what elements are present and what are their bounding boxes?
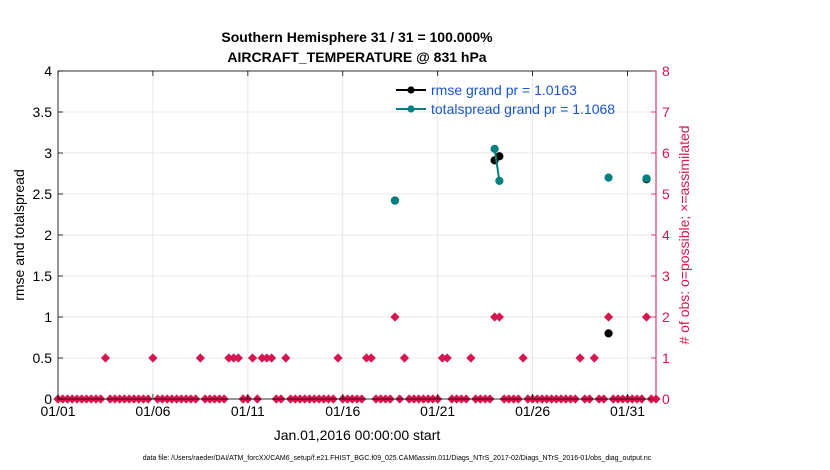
obs-count-marker (247, 353, 258, 363)
obs-count-marker (333, 353, 343, 363)
y-axis-left-label: rmse and totalspread (11, 169, 27, 301)
obs-count-marker (366, 353, 376, 363)
legend-marker (407, 86, 415, 94)
obs-count-marker (466, 353, 476, 363)
series-totalspread (390, 144, 651, 205)
chart-title-line1: Southern Hemisphere 31 / 31 = 100.000% (221, 29, 493, 45)
series-line (493, 148, 501, 182)
series-point (604, 173, 613, 182)
series-lines (390, 144, 651, 338)
x-tick-label: 01/26 (515, 403, 550, 419)
obs-count-marker (518, 353, 528, 363)
legend: rmse grand pr = 1.0163 totalspread grand … (396, 82, 615, 117)
y-left-tick-label: 0.5 (33, 350, 53, 366)
data-file-footer: data file: /Users/raeder/DAI/ATM_forcXX/… (143, 455, 652, 462)
series-point (495, 176, 504, 185)
plot-area (53, 70, 661, 404)
legend-label: rmse grand pr = 1.0163 (431, 82, 577, 98)
series-point (642, 174, 651, 183)
y-right-tick-label: 2 (662, 309, 670, 325)
x-tick-label: 01/11 (231, 403, 265, 419)
y-axis-right: 0 1 2 3 4 5 6 7 8 (651, 63, 670, 407)
x-tick-label: 01/31 (610, 403, 645, 419)
x-tick-label: 01/16 (325, 403, 360, 419)
obs-count-marker (148, 353, 158, 363)
obs-count-marker (266, 353, 277, 363)
obs-count-marker (195, 353, 206, 363)
series-point (390, 196, 400, 205)
obs-count-marker (281, 353, 291, 363)
obs-count-marker (494, 312, 505, 322)
obs-count-marker (100, 353, 111, 363)
y-right-tick-label: 3 (662, 268, 670, 284)
x-tick-label: 01/01 (40, 403, 75, 419)
x-tick-label: 01/06 (135, 403, 170, 419)
y-left-tick-label: 0 (44, 391, 52, 407)
y-right-tick-label: 7 (662, 104, 670, 120)
series-point (604, 329, 613, 338)
y-left-tick-label: 1.5 (33, 268, 53, 284)
series-point (490, 144, 499, 153)
y-right-tick-label: 8 (662, 63, 670, 79)
x-tick-label: 01/21 (420, 403, 455, 419)
obs-count-marker (390, 312, 400, 322)
obs-count-marker (233, 353, 243, 363)
obs-count-marker (399, 353, 410, 363)
x-axis-label: Jan.01,2016 00:00:00 start (274, 427, 441, 443)
y-right-tick-label: 4 (662, 227, 670, 243)
y-right-tick-label: 0 (662, 391, 670, 407)
y-left-tick-label: 3 (44, 145, 52, 161)
obs-count-marker (603, 312, 614, 322)
legend-label: totalspread grand pr = 1.1068 (431, 101, 615, 117)
y-right-tick-label: 1 (662, 350, 670, 366)
chart-title-line2: AIRCRAFT_TEMPERATURE @ 831 hPa (227, 49, 486, 65)
x-axis: 01/01 01/06 01/11 01/16 01/21 01/26 01/31 (40, 71, 645, 419)
y-axis-left: 0 0.5 1 1.5 2 2.5 3 3.5 4 (33, 63, 63, 407)
y-left-tick-label: 2.5 (33, 186, 53, 202)
obs-count-marker (641, 312, 652, 322)
y-right-tick-label: 5 (662, 186, 670, 202)
legend-marker (407, 105, 415, 113)
y-right-tick-label: 6 (662, 145, 670, 161)
y-left-tick-label: 3.5 (33, 104, 53, 120)
y-left-tick-label: 2 (44, 227, 52, 243)
y-left-tick-label: 4 (44, 63, 52, 79)
obs-count-marker (442, 353, 452, 363)
y-left-tick-label: 1 (44, 309, 52, 325)
obs-count-marker (589, 353, 599, 363)
obs-count-marker (575, 353, 585, 363)
y-axis-right-label: # of obs: o=possible; ×=assimilated (676, 125, 692, 344)
